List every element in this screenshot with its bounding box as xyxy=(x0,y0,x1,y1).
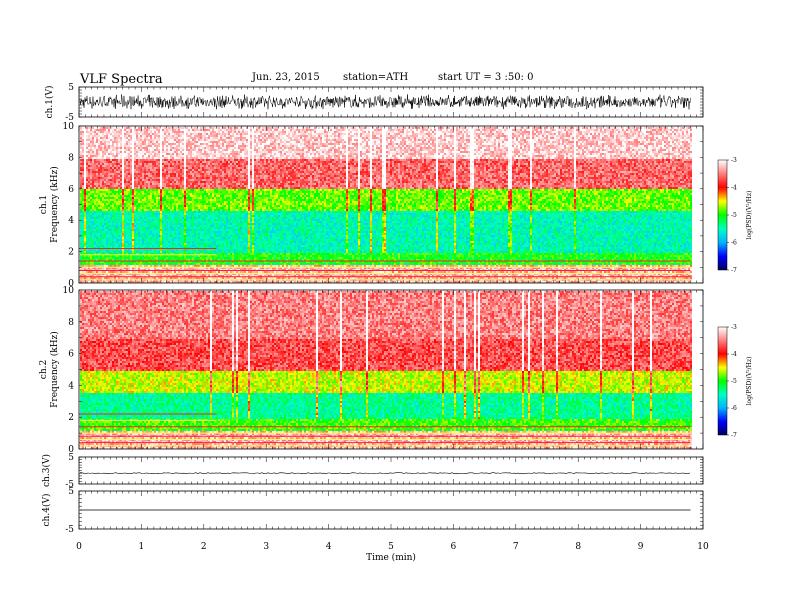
colorbar-tick-label: -4 xyxy=(731,185,737,192)
y-tick-label: 5 xyxy=(68,453,74,463)
colorbar-tick-label: -5 xyxy=(731,212,737,219)
ch1-channel-label: ch.1 xyxy=(39,195,49,214)
ch2-colorbar xyxy=(717,326,728,436)
y-tick-label: 0 xyxy=(68,279,74,289)
y-tick-label: 8 xyxy=(68,318,74,328)
ch2-frequency-label: Frequency (kHz) xyxy=(49,331,60,408)
x-tick-label: 2 xyxy=(201,542,207,552)
y-tick-label: -5 xyxy=(65,525,74,535)
y-tick-label: 0 xyxy=(68,445,74,455)
y-tick-label: 6 xyxy=(68,185,74,195)
x-tick-label: 10 xyxy=(697,542,709,552)
ch2-channel-label: ch.2 xyxy=(39,360,49,379)
colorbar-tick-label: -7 xyxy=(731,432,737,439)
x-tick-label: 7 xyxy=(513,542,519,552)
colorbar-tick-label: -3 xyxy=(731,324,737,331)
y-tick-label: 5 xyxy=(68,83,74,93)
colorbar-tick-label: -3 xyxy=(731,157,737,164)
x-tick-label: 3 xyxy=(263,542,269,552)
y-tick-label: -5 xyxy=(65,480,74,490)
x-tick-label: 0 xyxy=(76,542,82,552)
ch1-colorbar-label: log(PSD)(V²/Hz) xyxy=(746,191,753,240)
y-tick-label: 5 xyxy=(68,487,74,497)
x-axis-label: Time (min) xyxy=(366,552,416,563)
start-time-label: start UT = 3 :50: 0 xyxy=(438,72,533,83)
x-tick-label: 8 xyxy=(575,542,581,552)
y-tick-label: 2 xyxy=(68,413,74,423)
ch1-axis-label: ch.1(V) xyxy=(44,86,55,119)
x-tick-label: 6 xyxy=(451,542,457,552)
y-tick-label: 6 xyxy=(68,350,74,360)
x-tick-label: 5 xyxy=(388,542,394,552)
y-tick-label: 10 xyxy=(63,122,75,132)
ch1-colorbar xyxy=(717,159,728,271)
ch3-axis-label: ch.3(V) xyxy=(41,454,52,487)
x-tick-label: 4 xyxy=(326,542,332,552)
station-label: station=ATH xyxy=(343,72,408,83)
date-label: Jun. 23, 2015 xyxy=(252,72,320,83)
y-tick-label: 10 xyxy=(63,286,75,296)
ch4-axis-label: ch.4(V) xyxy=(41,494,52,527)
y-tick-label: 4 xyxy=(68,216,74,226)
ch3-waveform-line xyxy=(80,472,691,475)
colorbar-tick-label: -7 xyxy=(731,267,737,274)
ch1-spectrogram-panel-cells xyxy=(79,127,692,283)
colorbar-tick-label: -6 xyxy=(731,240,737,247)
x-tick-label: 9 xyxy=(638,542,644,552)
y-tick-label: -5 xyxy=(65,113,74,123)
ch1-waveform-line xyxy=(79,94,691,110)
ch2-colorbar-label: log(PSD)(V²/Hz) xyxy=(746,357,753,406)
ch1-frequency-label: Frequency (kHz) xyxy=(49,166,60,243)
chart-title: VLF Spectra xyxy=(80,72,163,87)
y-tick-label: 2 xyxy=(68,248,74,258)
x-tick-label: 1 xyxy=(139,542,145,552)
colorbar-tick-label: -6 xyxy=(731,405,737,412)
ch2-spectrogram-panel-cells xyxy=(79,291,692,449)
colorbar-tick-label: -5 xyxy=(731,378,737,385)
y-tick-label: 8 xyxy=(68,153,74,163)
y-tick-label: 4 xyxy=(68,381,74,391)
colorbar-tick-label: -4 xyxy=(731,351,737,358)
